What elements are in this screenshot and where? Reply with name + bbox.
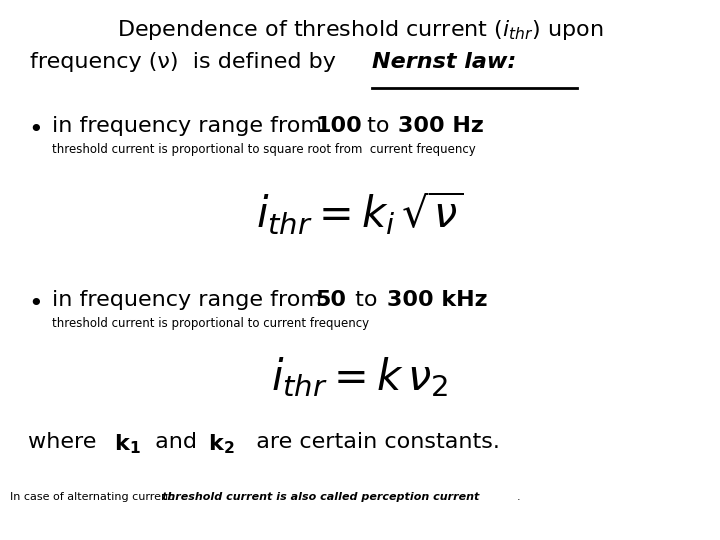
Text: are certain constants.: are certain constants. [242, 432, 500, 452]
Text: to: to [348, 290, 384, 310]
Text: to: to [360, 116, 397, 136]
Text: 300 kHz: 300 kHz [387, 290, 487, 310]
Text: 100: 100 [315, 116, 361, 136]
Text: $\mathbf{k_1}$: $\mathbf{k_1}$ [114, 432, 140, 456]
Text: threshold current is proportional to square root from  current frequency: threshold current is proportional to squ… [52, 143, 476, 156]
Text: in frequency range from: in frequency range from [52, 290, 329, 310]
Text: 300 Hz: 300 Hz [398, 116, 484, 136]
Text: $\mathbf{k_2}$: $\mathbf{k_2}$ [208, 432, 235, 456]
Text: and: and [148, 432, 204, 452]
Text: threshold current is also called perception current: threshold current is also called percept… [162, 492, 480, 502]
Text: in frequency range from: in frequency range from [52, 116, 329, 136]
Text: threshold current is proportional to current frequency: threshold current is proportional to cur… [52, 317, 369, 330]
Text: where: where [28, 432, 111, 452]
Text: •: • [28, 118, 42, 142]
Text: Nernst law:: Nernst law: [372, 52, 516, 72]
Text: frequency (ν)  is defined by: frequency (ν) is defined by [30, 52, 343, 72]
Text: $\mathit{i}_{thr} = \mathit{k}_{i}\,\sqrt{\mathit{\nu}}$: $\mathit{i}_{thr} = \mathit{k}_{i}\,\sqr… [256, 190, 464, 238]
Text: •: • [28, 292, 42, 316]
Text: In case of alternating current: In case of alternating current [10, 492, 176, 502]
Text: $\mathit{i}_{thr} = \mathit{k}\,\mathit{\nu}_{2}$: $\mathit{i}_{thr} = \mathit{k}\,\mathit{… [271, 355, 449, 399]
Text: Dependence of threshold current ($i_{thr}$) upon: Dependence of threshold current ($i_{thr… [117, 18, 603, 42]
Text: 50: 50 [315, 290, 346, 310]
Text: .: . [517, 492, 521, 502]
